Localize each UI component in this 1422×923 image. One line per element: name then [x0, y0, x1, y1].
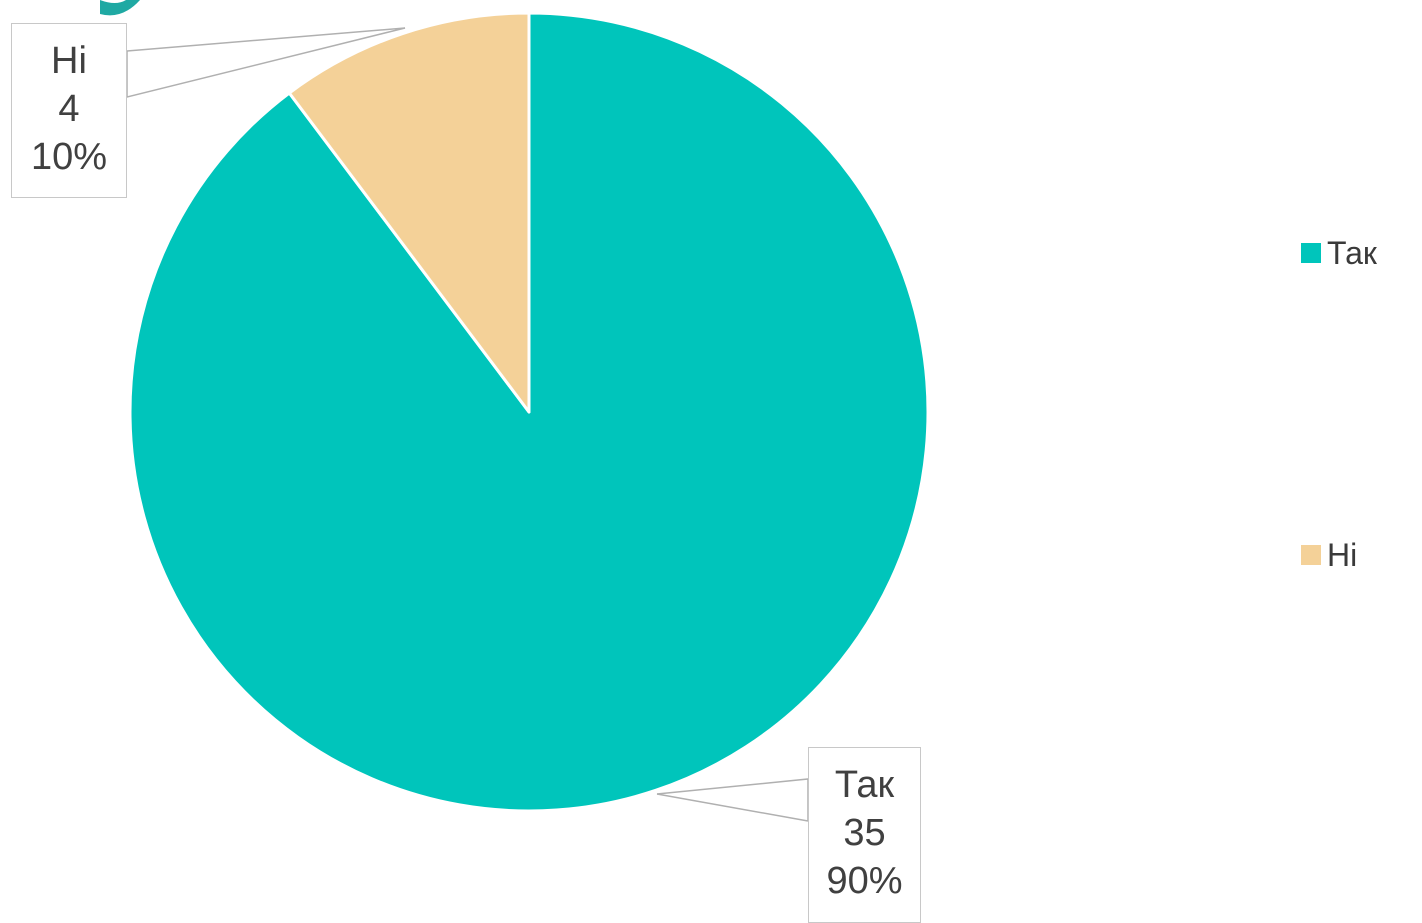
- leader-line-ni: [126, 27, 406, 98]
- data-label-tak: Так 35 90%: [808, 747, 921, 923]
- data-label-ni-value: 4: [58, 88, 80, 130]
- leader-line-tak: [656, 778, 809, 821]
- legend-item-ni: Ні: [1301, 535, 1357, 575]
- data-label-tak-category: Так: [834, 764, 895, 806]
- pie-slice-ni: [287, 11, 531, 414]
- leader-line-ni-top: [126, 27, 406, 52]
- data-label-tak-percent: 90%: [826, 860, 903, 902]
- data-label-ni: Ні 4 10%: [11, 23, 127, 198]
- corner-decoration: [100, 0, 140, 16]
- legend-swatch-ni: [1301, 545, 1321, 565]
- data-label-tak-value: 35: [843, 812, 886, 854]
- legend-swatch-tak: [1301, 243, 1321, 263]
- pie-slices: [128, 11, 930, 813]
- legend-item-tak: Так: [1301, 233, 1377, 273]
- legend-label-ni: Ні: [1327, 537, 1358, 573]
- data-label-ni-percent: 10%: [30, 136, 108, 178]
- legend-label-tak: Так: [1327, 235, 1377, 271]
- data-label-ni-category: Ні: [51, 40, 87, 82]
- leader-line-tak-bottom: [656, 793, 809, 822]
